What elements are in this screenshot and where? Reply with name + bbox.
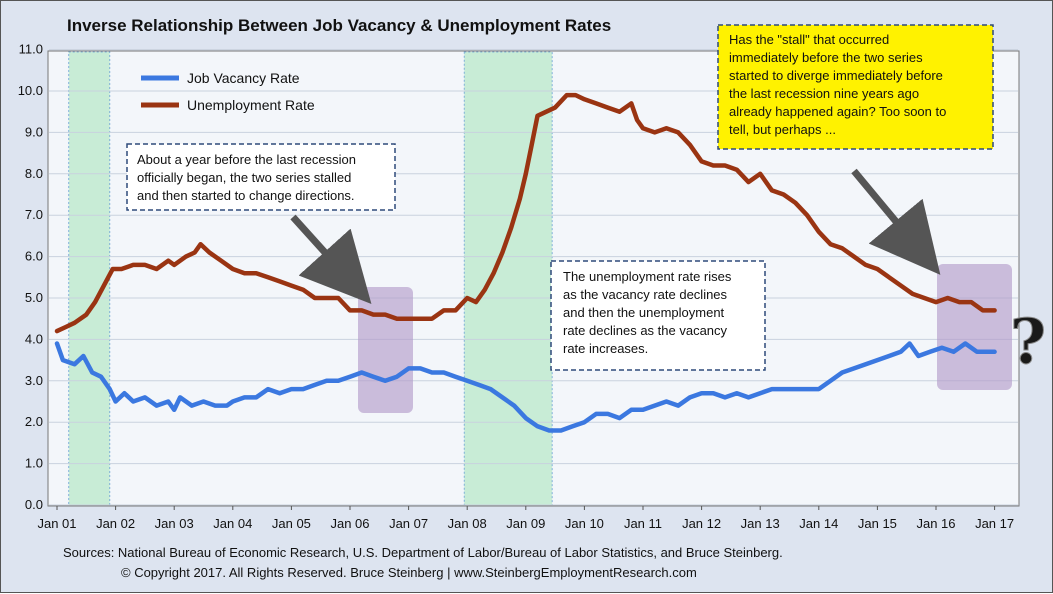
note-left-line-1: About a year before the last recession [137, 152, 356, 167]
legend-label-vacancy: Job Vacancy Rate [187, 70, 300, 86]
note-middle-line-4: rate declines as the vacancy [563, 323, 728, 338]
x-tick-label: Jan 16 [916, 516, 955, 531]
x-tick-label: Jan 08 [448, 516, 487, 531]
y-tick-label: 1.0 [25, 456, 43, 471]
x-tick-label: Jan 11 [624, 516, 662, 531]
highlight-box-2016 [937, 264, 1012, 390]
question-mark: ? [1010, 305, 1046, 378]
y-tick-label: 10.0 [18, 83, 43, 98]
note-left-line-2: officially began, the two series stalled [137, 170, 351, 185]
y-tick-label: 2.0 [25, 414, 43, 429]
x-tick-label: Jan 04 [213, 516, 252, 531]
note-left: About a year before the last recession o… [126, 143, 396, 211]
x-tick-label: Jan 17 [975, 516, 1014, 531]
note-left-line-3: and then started to change directions. [137, 188, 355, 203]
recession-band-2 [463, 51, 553, 506]
y-tick-label: 3.0 [25, 373, 43, 388]
arrow-left [290, 214, 372, 304]
x-tick-label: Jan 13 [741, 516, 780, 531]
chart-title: Inverse Relationship Between Job Vacancy… [67, 16, 611, 35]
recession-band-1 [68, 51, 111, 506]
note-right-line-1: Has the "stall" that occurred [729, 32, 889, 47]
series-line-job-vacancy-rate [54, 341, 997, 433]
x-tick-label: Jan 15 [858, 516, 897, 531]
series-lines [54, 92, 997, 433]
note-right-line-4: the last recession nine years ago [729, 86, 919, 101]
series-line-unemployment-rate [54, 92, 997, 334]
legend: Job Vacancy Rate Unemployment Rate [141, 70, 315, 113]
footer-sources: Sources: National Bureau of Economic Res… [63, 545, 783, 560]
note-middle-line-1: The unemployment rate rises [563, 269, 732, 284]
x-tick-label: Jan 01 [37, 516, 76, 531]
x-tick-label: Jan 06 [330, 516, 369, 531]
x-tick-label: Jan 02 [96, 516, 135, 531]
note-middle-box [550, 260, 766, 371]
y-tick-label: 9.0 [25, 124, 43, 139]
x-tick-label: Jan 05 [272, 516, 311, 531]
note-left-box [126, 143, 396, 211]
note-right-box [717, 24, 994, 150]
x-tick-label: Jan 09 [506, 516, 545, 531]
y-tick-label: 7.0 [25, 207, 43, 222]
note-right-line-5: already happened again? Too soon to [729, 104, 946, 119]
legend-label-unemployment: Unemployment Rate [187, 97, 315, 113]
note-right-line-2: immediately before the two series [729, 50, 923, 65]
note-middle-line-5: rate increases. [563, 341, 648, 356]
y-tick-label: 5.0 [25, 290, 43, 305]
note-middle-line-3: and then the unemployment [563, 305, 725, 320]
footer-copyright: © Copyright 2017. All Rights Reserved. B… [121, 565, 697, 580]
y-tick-label: 11.0 [19, 42, 43, 57]
y-tick-label: 4.0 [25, 331, 43, 346]
arrow-right [851, 168, 941, 275]
y-tick-label: 0.0 [25, 497, 43, 512]
x-tick-label: Jan 10 [565, 516, 604, 531]
note-middle: The unemployment rate rises as the vacan… [550, 260, 766, 371]
note-right-line-6: tell, but perhaps ... [729, 122, 836, 137]
x-tick-label: Jan 14 [799, 516, 838, 531]
y-axis-ticks: 0.0 1.0 2.0 3.0 4.0 5.0 6.0 7.0 8.0 9.0 10.0 11.0 [18, 42, 43, 512]
highlight-box-2006 [358, 287, 413, 413]
note-right: Has the "stall" that occurred immediatel… [717, 24, 994, 150]
y-tick-label: 8.0 [25, 166, 43, 181]
x-tick-label: Jan 12 [682, 516, 721, 531]
y-tick-label: 6.0 [25, 249, 43, 264]
x-axis-ticks: Jan 01 Jan 02 Jan 03 Jan 04 Jan 05 Jan 06 Jan … [37, 506, 1014, 531]
x-tick-label: Jan 07 [389, 516, 428, 531]
note-middle-line-2: as the vacancy rate declines [563, 287, 728, 302]
note-right-line-3: started to diverge immediately before [729, 68, 943, 83]
x-tick-label: Jan 03 [155, 516, 194, 531]
